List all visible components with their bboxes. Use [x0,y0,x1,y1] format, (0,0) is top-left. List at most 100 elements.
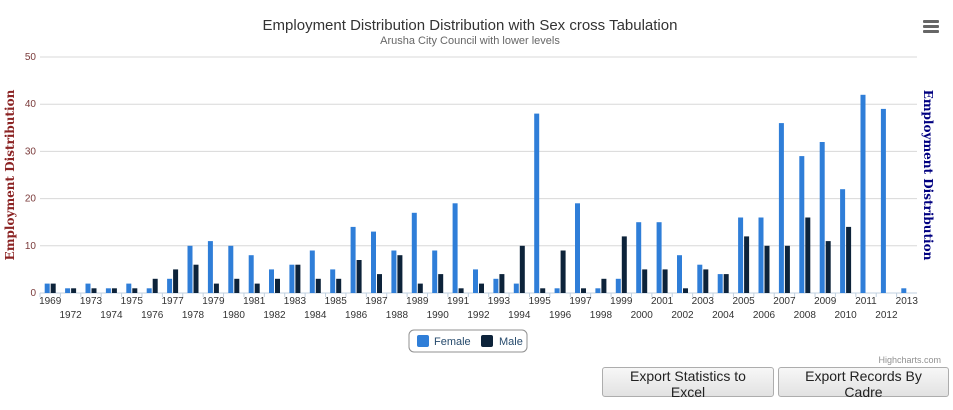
bar-male-1980[interactable] [234,278,240,293]
bar-male-2002[interactable] [683,288,688,293]
bar-female-1978[interactable] [187,245,193,293]
bar-female-1993[interactable] [493,278,499,293]
bar-female-1981[interactable] [248,255,254,293]
bar-female-1975[interactable] [126,283,132,293]
bar-male-1997[interactable] [581,288,586,293]
bar-female-2000[interactable] [636,222,642,293]
bar-female-1979[interactable] [207,241,213,293]
bar-female-2008[interactable] [799,156,805,293]
bar-male-1979[interactable] [213,283,219,293]
bar-female-1974[interactable] [105,288,111,293]
x-tick-label: 1986 [345,310,368,321]
bar-male-1985[interactable] [336,278,342,293]
bar-male-1984[interactable] [315,278,321,293]
bar-female-1986[interactable] [350,226,356,293]
bar-female-1989[interactable] [411,212,417,293]
bar-female-2001[interactable] [656,222,662,293]
bar-female-2007[interactable] [778,123,784,293]
hamburger-menu-icon[interactable] [922,18,940,34]
bar-male-1994[interactable] [519,245,525,293]
bar-male-2000[interactable] [642,269,648,293]
bar-male-1995[interactable] [540,288,546,293]
bar-female-1980[interactable] [228,245,234,293]
bar-female-1998[interactable] [595,288,601,293]
bar-female-1988[interactable] [391,250,397,294]
bar-male-2001[interactable] [662,269,668,293]
bar-male-1990[interactable] [438,274,444,293]
bar-male-1991[interactable] [458,288,464,293]
bar-male-1978[interactable] [193,264,199,293]
bar-female-2012[interactable] [880,108,886,294]
y-tick-label: 20 [25,194,37,205]
legend-swatch-male [481,335,493,347]
bar-female-1997[interactable] [575,203,580,293]
legend-item-female[interactable]: Female [417,335,471,348]
bar-male-2007[interactable] [784,245,790,293]
bar-male-1992[interactable] [479,283,484,293]
bar-male-1986[interactable] [356,260,362,293]
export-statistics-excel-button[interactable]: Export Statistics to Excel [602,367,774,400]
bar-female-2002[interactable] [677,255,682,293]
bar-male-1977[interactable] [173,269,179,293]
bar-male-2009[interactable] [825,241,831,293]
bar-male-1981[interactable] [254,283,260,293]
bar-female-2009[interactable] [819,142,825,293]
bar-male-2003[interactable] [703,269,709,293]
bar-male-1988[interactable] [397,255,403,293]
bar-male-1974[interactable] [111,288,117,293]
bar-male-1989[interactable] [417,283,423,293]
x-tick-label: 1993 [488,296,511,307]
bar-male-2010[interactable] [846,226,852,293]
bar-male-1987[interactable] [377,274,382,293]
x-tick-label: 1975 [121,296,144,307]
bar-female-1996[interactable] [554,288,560,293]
bar-female-2013[interactable] [901,288,907,293]
bar-male-1998[interactable] [601,278,607,293]
export-records-by-cadre-button[interactable]: Export Records By Cadre [778,367,949,400]
bar-female-1992[interactable] [473,269,478,293]
y-axis-label-left: Employment Distribution [3,89,17,260]
bar-female-1976[interactable] [146,288,152,293]
x-tick-label: 1984 [304,310,327,321]
bar-male-1975[interactable] [132,288,138,293]
bar-male-1993[interactable] [499,274,505,293]
bar-female-1977[interactable] [167,278,173,293]
bar-female-2006[interactable] [758,217,764,294]
bar-male-1972[interactable] [71,288,77,293]
bar-female-1969[interactable] [44,283,50,293]
bar-male-1996[interactable] [560,250,566,294]
bar-male-1982[interactable] [275,278,280,293]
y-tick-label: 0 [30,288,36,299]
bar-female-1990[interactable] [432,250,438,294]
bar-male-1976[interactable] [152,278,158,293]
bar-female-1999[interactable] [615,278,621,293]
bar-female-2004[interactable] [717,274,723,293]
bar-female-2010[interactable] [840,189,846,293]
bar-male-2006[interactable] [764,245,770,293]
bar-male-2004[interactable] [723,274,729,293]
bar-female-2005[interactable] [738,217,744,294]
bar-female-1972[interactable] [65,288,71,293]
bar-female-1982[interactable] [269,269,274,293]
x-tick-label: 1996 [549,310,572,321]
bar-male-1999[interactable] [621,236,627,293]
bar-female-1994[interactable] [513,283,519,293]
bar-female-1983[interactable] [289,264,295,293]
bar-male-1983[interactable] [295,264,301,293]
bar-female-1987[interactable] [371,231,376,293]
bar-male-1973[interactable] [91,288,97,293]
legend-item-male[interactable]: Male [481,335,523,348]
bar-male-2005[interactable] [744,236,750,293]
bar-female-2003[interactable] [697,264,703,293]
bar-female-1985[interactable] [330,269,336,293]
bar-female-1984[interactable] [309,250,315,294]
bar-female-1973[interactable] [85,283,91,293]
x-tick-label: 2004 [712,310,735,321]
x-tick-label: 1981 [243,296,266,307]
bar-female-2011[interactable] [860,94,866,293]
bar-male-2008[interactable] [805,217,811,294]
bar-female-1995[interactable] [534,113,540,293]
highcharts-credit[interactable]: Highcharts.com [878,355,941,365]
bar-male-1969[interactable] [50,283,56,293]
bar-female-1991[interactable] [452,203,458,293]
